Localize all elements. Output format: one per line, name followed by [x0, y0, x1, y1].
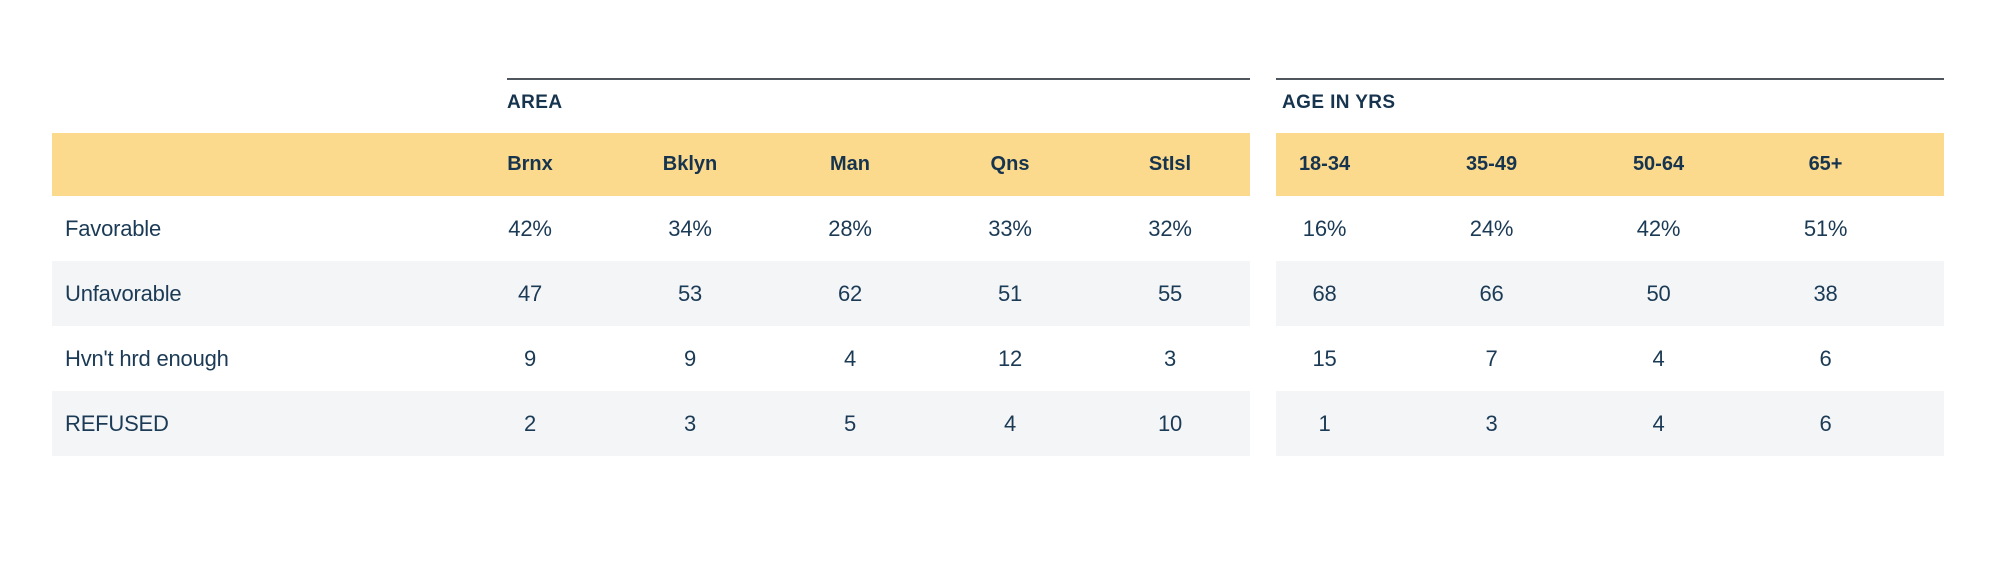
crosstab-table: AREA AGE IN YRS Brnx Bklyn Man Qns StIsl: [52, 78, 1945, 456]
table-row-refused: REFUSED 2 3 5 4 10 1 3 4 6: [52, 391, 1945, 456]
cell-value: 3: [1443, 391, 1611, 456]
cell-value: 12: [997, 345, 1023, 371]
table-row-favorable: Favorable 42% 34% 28% 33% 32% 16% 24% 42…: [52, 196, 1944, 261]
column-header-man: Man: [770, 133, 930, 196]
cell-value: 50: [1610, 261, 1778, 326]
column-header-brnx: Brnx: [450, 133, 610, 196]
group-area-cell: AREA: [450, 78, 1251, 133]
column-header-spacer: [52, 133, 450, 196]
group-header-row: AREA AGE IN YRS: [52, 78, 1945, 133]
crosstab-table-container: AREA AGE IN YRS Brnx Bklyn Man Qns StIsl: [52, 78, 1945, 456]
column-header-qns: Qns: [930, 133, 1090, 196]
cell-value: 42%: [1636, 215, 1681, 241]
cell-value: 53: [610, 261, 770, 326]
cell-value: 51: [930, 261, 1090, 326]
cell-value: 4: [843, 345, 857, 371]
group-area-rule: AREA: [507, 78, 1251, 114]
cell-value: 10: [1090, 391, 1251, 456]
group-age-cell: AGE IN YRS: [1276, 78, 1945, 133]
cell-value: 6: [1819, 345, 1832, 371]
table-row-unfavorable: Unfavorable 47 53 62 51 55 68 66 50 38: [52, 261, 1945, 326]
row-gap: [1250, 196, 1277, 261]
cell-value: 33%: [988, 215, 1032, 241]
cell-value: 55: [1090, 261, 1251, 326]
cell-value: 34%: [668, 215, 712, 241]
row-label: Hvn't hrd enough: [65, 345, 229, 371]
cell-value: 9: [523, 345, 537, 371]
cell-value: 66: [1443, 261, 1611, 326]
cell-value: 24%: [1469, 215, 1514, 241]
cell-value: 32%: [1148, 215, 1192, 241]
cell-value: 5: [770, 391, 930, 456]
column-header-50-64: 50-64: [1610, 133, 1778, 196]
group-header-spacer: [52, 78, 450, 133]
table-row-hvnt-hrd-enough: Hvn't hrd enough 9 9 4 12 3 15 7 4 6: [52, 326, 1944, 391]
row-gap: [1250, 261, 1277, 326]
group-area-label: AREA: [507, 92, 563, 113]
column-header-18-34: 18-34: [1276, 133, 1444, 196]
cell-value: 47: [450, 261, 610, 326]
column-header-gap: [1250, 133, 1277, 196]
group-gap: [1250, 78, 1277, 133]
cell-value: 51%: [1803, 215, 1848, 241]
cell-value: 7: [1485, 345, 1498, 371]
cell-value: 42%: [508, 215, 552, 241]
cell-value: 28%: [828, 215, 872, 241]
column-header-stisl: StIsl: [1090, 133, 1251, 196]
cell-value: 16%: [1302, 215, 1347, 241]
cell-value: 38: [1777, 261, 1945, 326]
group-age-label: AGE IN YRS: [1282, 92, 1396, 113]
cell-value: 4: [930, 391, 1090, 456]
cell-value: 4: [1652, 345, 1665, 371]
cell-value: 62: [770, 261, 930, 326]
cell-value: 68: [1276, 261, 1444, 326]
column-header-35-49: 35-49: [1443, 133, 1611, 196]
cell-value: 3: [610, 391, 770, 456]
column-header-row: Brnx Bklyn Man Qns StIsl 18-34 35-49 50-…: [52, 133, 1945, 196]
column-header-bklyn: Bklyn: [610, 133, 770, 196]
column-header-65plus: 65+: [1777, 133, 1945, 196]
cell-value: 9: [683, 345, 697, 371]
cell-value: 3: [1163, 345, 1177, 371]
group-age-rule: AGE IN YRS: [1276, 78, 1945, 114]
cell-value: 2: [450, 391, 610, 456]
row-gap: [1250, 326, 1277, 391]
cell-value: 6: [1777, 391, 1945, 456]
cell-value: 4: [1610, 391, 1778, 456]
row-label: Favorable: [65, 215, 162, 241]
row-label: REFUSED: [52, 391, 450, 456]
cell-value: 1: [1276, 391, 1444, 456]
row-label: Unfavorable: [52, 261, 450, 326]
cell-value: 15: [1312, 345, 1337, 371]
row-gap: [1250, 391, 1277, 456]
